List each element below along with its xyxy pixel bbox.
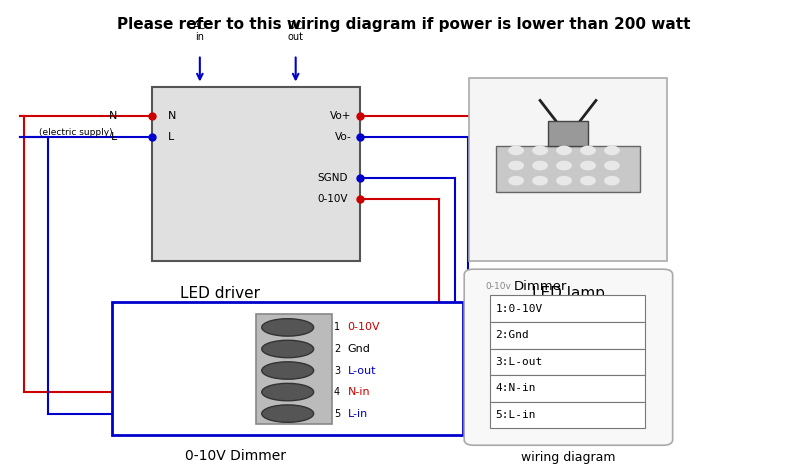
Circle shape [533,161,547,170]
Circle shape [533,176,547,185]
Circle shape [581,146,596,155]
Text: 1: 1 [334,322,340,333]
Text: Gnd: Gnd [348,344,370,354]
Text: Dimmer: Dimmer [514,280,567,293]
Text: LED driver: LED driver [180,286,260,301]
Circle shape [533,146,547,155]
Circle shape [557,161,571,170]
Bar [112,302,463,435]
Bar [152,87,360,261]
Text: 0-10v: 0-10v [485,282,511,291]
Text: DC
out: DC out [287,21,303,43]
Text: 4: 4 [334,387,340,397]
Circle shape [581,161,596,170]
Text: wiring diagram: wiring diagram [521,451,615,464]
Bar [490,322,646,348]
Ellipse shape [261,383,314,401]
Text: L: L [111,132,118,142]
Circle shape [604,146,619,155]
FancyBboxPatch shape [464,269,673,445]
Text: N-in: N-in [348,387,370,397]
Text: Vo+: Vo+ [330,112,352,121]
Bar [490,401,646,428]
Circle shape [509,146,523,155]
Text: AC
in: AC in [193,21,207,43]
Bar [490,348,646,375]
Text: Vo-: Vo- [335,132,352,142]
Text: 1:0-10V: 1:0-10V [495,303,542,314]
Circle shape [604,176,619,185]
Text: 4:N-in: 4:N-in [495,383,536,393]
Bar [490,375,646,401]
Ellipse shape [261,405,314,422]
Bar [469,77,667,261]
Text: LED lamp: LED lamp [532,286,604,301]
Text: L: L [168,132,174,142]
Text: L-in: L-in [348,408,368,419]
Text: N: N [109,112,118,121]
Text: 5: 5 [334,408,341,419]
Circle shape [509,176,523,185]
Text: 5:L-in: 5:L-in [495,410,536,420]
Bar [256,314,332,424]
Text: SGND: SGND [317,174,348,183]
Text: 3: 3 [334,365,340,376]
Text: 2: 2 [334,344,341,354]
Circle shape [557,146,571,155]
Circle shape [509,161,523,170]
Text: 3:L-out: 3:L-out [495,357,542,367]
Text: N: N [168,112,176,121]
Ellipse shape [261,340,314,358]
Ellipse shape [261,362,314,379]
Text: 0-10V: 0-10V [317,194,348,204]
Circle shape [557,176,571,185]
Text: Please refer to this wiring diagram if power is lower than 200 watt: Please refer to this wiring diagram if p… [117,17,690,32]
Text: (electric supply): (electric supply) [40,128,113,137]
Circle shape [604,161,619,170]
Text: 2:Gnd: 2:Gnd [495,330,529,340]
Circle shape [581,176,596,185]
Bar [548,121,588,146]
Bar [496,146,640,192]
Bar [490,295,646,322]
Text: L-out: L-out [348,365,376,376]
Text: 0-10V: 0-10V [348,322,380,333]
Text: 0-10V Dimmer: 0-10V Dimmer [186,449,286,463]
Ellipse shape [261,319,314,336]
